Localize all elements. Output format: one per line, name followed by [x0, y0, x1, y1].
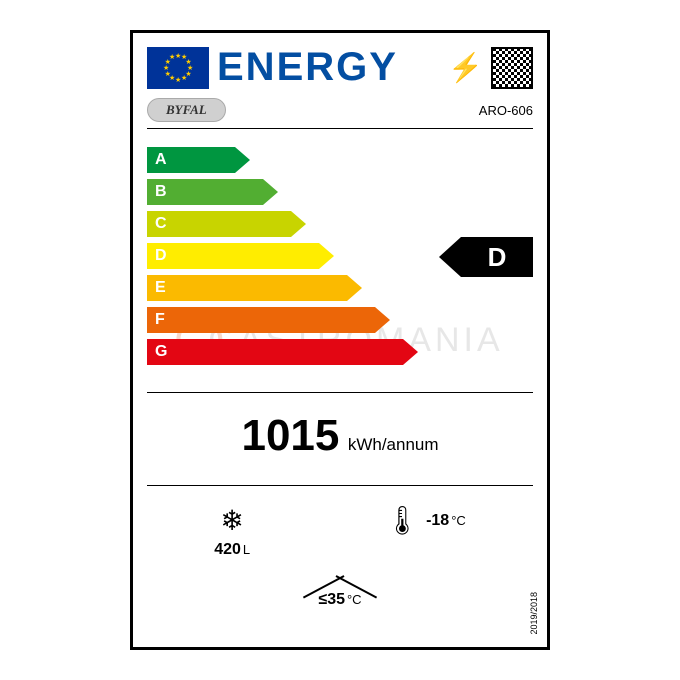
qr-code-icon [491, 47, 533, 89]
efficiency-scale: ABCDEFG D [147, 147, 533, 382]
thermometer-icon: 🌡 [385, 504, 421, 537]
scale-bar-f: F [147, 307, 533, 333]
scale-bar-e: E [147, 275, 533, 301]
temp-spec: 🌡 -18°C [385, 504, 466, 559]
consumption-value: 1015 [241, 411, 339, 460]
brand-name: BYFAL [147, 98, 226, 122]
header: ★★★★★★★★★★★★ ENERGY ⚡ [147, 45, 533, 90]
rating-arrow: D [439, 237, 533, 277]
temp-unit: °C [451, 513, 466, 528]
bolt-icon: ⚡ [448, 51, 483, 84]
scale-bar-c: C [147, 211, 533, 237]
scale-bar-g: G [147, 339, 533, 365]
capacity-spec: ❄ 420L [214, 504, 250, 559]
regulation-number: 2019/2018 [529, 592, 539, 635]
temp-value: -18 [426, 512, 449, 529]
climate-class: ≤35°C [147, 569, 533, 628]
climate-unit: °C [347, 592, 362, 607]
capacity-value: 420 [214, 541, 241, 558]
specs-row: ❄ 420L 🌡 -18°C [147, 486, 533, 569]
snowflake-icon: ❄ [220, 504, 243, 537]
model-number: ARO-606 [479, 103, 533, 118]
energy-label: GASTROMANIA ★★★★★★★★★★★★ ENERGY ⚡ BYFAL … [130, 30, 550, 650]
consumption-unit: kWh/annum [348, 435, 439, 454]
rating-letter: D [461, 237, 533, 277]
energy-title: ENERGY [217, 45, 440, 90]
scale-bar-a: A [147, 147, 533, 173]
climate-value: 35 [327, 591, 345, 608]
eu-flag-icon: ★★★★★★★★★★★★ [147, 47, 209, 89]
scale-bar-b: B [147, 179, 533, 205]
climate-prefix: ≤ [318, 591, 327, 608]
capacity-unit: L [243, 542, 250, 557]
brand-row: BYFAL ARO-606 [147, 94, 533, 129]
consumption: 1015 kWh/annum [147, 393, 533, 475]
